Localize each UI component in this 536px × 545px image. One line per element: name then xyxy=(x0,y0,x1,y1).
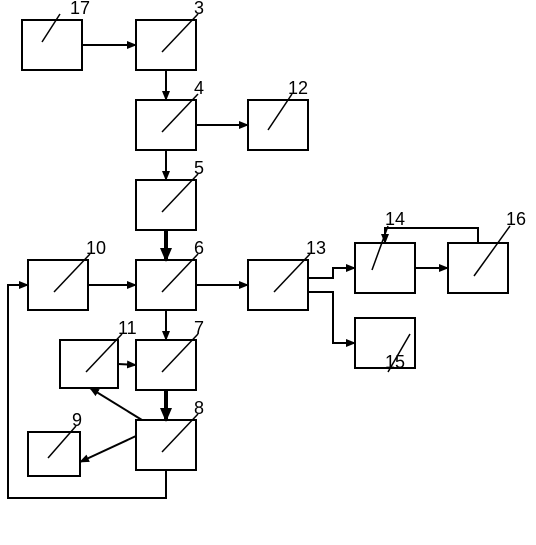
label-b5: 5 xyxy=(194,158,204,178)
arrow xyxy=(118,364,136,365)
arrow xyxy=(385,228,478,243)
label-b14: 14 xyxy=(385,209,405,229)
node-b8 xyxy=(136,420,196,470)
flow-diagram: 17341251061314161511789 xyxy=(0,0,536,545)
leader-b9 xyxy=(48,426,76,458)
label-b17: 17 xyxy=(70,0,90,18)
leader-b17 xyxy=(42,14,60,42)
node-b6 xyxy=(136,260,196,310)
node-b16 xyxy=(448,243,508,293)
node-b9 xyxy=(28,432,80,476)
node-b14 xyxy=(355,243,415,293)
node-b13 xyxy=(248,260,308,310)
node-b7 xyxy=(136,340,196,390)
arrow xyxy=(308,292,355,343)
arrow xyxy=(90,388,142,420)
label-b8: 8 xyxy=(194,398,204,418)
label-b7: 7 xyxy=(194,318,204,338)
label-b9: 9 xyxy=(72,410,82,430)
node-b5 xyxy=(136,180,196,230)
arrow xyxy=(8,285,166,498)
arrow xyxy=(308,268,355,278)
node-b4 xyxy=(136,100,196,150)
node-b10 xyxy=(28,260,88,310)
node-b3 xyxy=(136,20,196,70)
label-b6: 6 xyxy=(194,238,204,258)
node-b12 xyxy=(248,100,308,150)
label-b4: 4 xyxy=(194,78,204,98)
label-b3: 3 xyxy=(194,0,204,18)
leader-b14 xyxy=(372,226,388,270)
label-b16: 16 xyxy=(506,209,526,229)
label-b15: 15 xyxy=(385,352,405,372)
leader-b16 xyxy=(474,226,510,276)
arrow xyxy=(80,436,136,462)
